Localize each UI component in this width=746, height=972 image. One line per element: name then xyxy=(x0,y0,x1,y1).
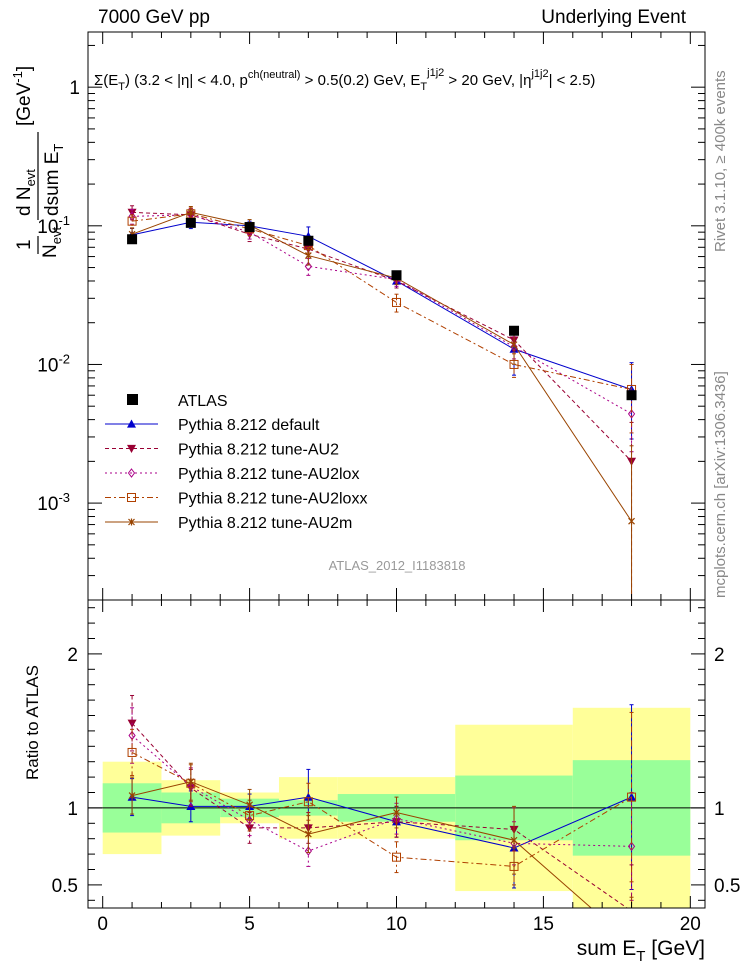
series-line xyxy=(131,221,632,390)
y-axis-label-text: 1 xyxy=(14,239,35,250)
data-point xyxy=(303,235,314,246)
data-point xyxy=(509,325,520,336)
atlas-data xyxy=(127,217,637,401)
ratio-point xyxy=(127,747,137,757)
ratio-tick-label-right: 2 xyxy=(714,645,725,666)
ratio-point xyxy=(392,852,401,862)
x-tick-label: 0 xyxy=(97,914,108,935)
data-point xyxy=(185,217,196,228)
data-point xyxy=(244,222,255,233)
ratio-tick-label-right: 1 xyxy=(714,799,725,820)
y-axis-label-sum: dsum ET xyxy=(42,144,66,216)
legend-marker xyxy=(128,518,135,526)
ratio-axis-label-text: Ratio to ATLAS xyxy=(23,665,42,780)
chart-title: Σ(ET) (3.2 < |η| < 4.0, pch(neutral) > 0… xyxy=(94,67,595,93)
legend-marker xyxy=(127,468,136,478)
series-point xyxy=(628,517,635,525)
ratio-tick-label-right: 0.5 xyxy=(714,876,740,897)
legend-label: Pythia 8.212 tune-AU2loxx xyxy=(178,491,367,508)
x-axis-label: sum ET [GeV] xyxy=(577,937,705,965)
ratio-plot xyxy=(87,599,706,909)
ratio-point xyxy=(627,792,637,802)
legend-marker xyxy=(127,444,136,453)
y-axis-label-den: Nevt xyxy=(40,227,64,258)
category-label: Underlying Event xyxy=(541,7,686,28)
series-line xyxy=(132,213,632,390)
legend-label: Pythia 8.212 tune-AU2m xyxy=(178,515,352,532)
ratio-point xyxy=(303,797,313,807)
analysis-label: ATLAS_2012_I1183818 xyxy=(329,558,466,573)
y-ticks-upper xyxy=(88,44,705,601)
series-line xyxy=(132,214,632,415)
y-tick-label: 1 xyxy=(69,78,80,99)
legend-label: Pythia 8.212 default xyxy=(178,417,320,434)
y-ticks-lower xyxy=(88,607,705,901)
series-point xyxy=(510,341,518,349)
series-point xyxy=(627,409,636,419)
ratio-point xyxy=(627,841,636,852)
ratio-point xyxy=(303,792,313,801)
y-tick-label: 10-1 xyxy=(37,213,70,238)
data-point xyxy=(391,270,402,281)
ratio-point xyxy=(393,809,400,817)
legend-atlas-label: ATLAS xyxy=(178,393,228,410)
ratio-series xyxy=(127,694,637,908)
ratio-point xyxy=(510,836,518,844)
series-point xyxy=(187,208,195,216)
data-point xyxy=(626,390,637,401)
x-ticks xyxy=(102,32,691,908)
legend-label: Pythia 8.212 tune-AU2lox xyxy=(178,466,359,483)
legend: ATLAS Pythia 8.212 default Pythia 8.212 tu… xyxy=(105,393,367,532)
series-pythia-8-212-tune-au2lox xyxy=(128,208,636,453)
ratio-axis-label: Ratio to ATLAS xyxy=(23,665,42,780)
legend-marker xyxy=(127,493,136,502)
legend-atlas-marker xyxy=(127,394,138,405)
y-axis-label-unit: [GeV-1] xyxy=(10,66,35,126)
x-tick-label: 10 xyxy=(386,914,407,935)
ratio-tick-label: 2 xyxy=(67,645,78,666)
x-tick-label: 5 xyxy=(244,914,255,935)
series-point xyxy=(304,252,312,260)
x-tick-label: 15 xyxy=(533,914,554,935)
rivet-version-label: Rivet 3.1.10, ≥ 400k events xyxy=(712,70,729,252)
legend-marker xyxy=(127,419,136,428)
y-tick-label: 10-3 xyxy=(37,490,70,515)
ratio-point xyxy=(627,907,637,908)
main-plot xyxy=(87,31,706,601)
energy-label: 7000 GeV pp xyxy=(98,7,210,28)
ratio-point xyxy=(246,801,254,809)
ratio-point xyxy=(304,846,312,856)
ratio-point xyxy=(304,830,312,838)
data-point xyxy=(127,234,138,245)
ratio-pythia-8-212-tune-au2m xyxy=(128,762,634,908)
ratio-tick-label: 0.5 xyxy=(52,876,78,897)
legend-label: Pythia 8.212 tune-AU2 xyxy=(178,442,339,459)
ratio-point xyxy=(187,778,195,786)
mcplots-label: mcplots.cern.ch [arXiv:1306.3436] xyxy=(712,371,729,598)
x-tick-label: 20 xyxy=(680,914,701,935)
series-point xyxy=(127,216,137,226)
series-point xyxy=(392,297,401,307)
y-axis-label-num: d Nevt xyxy=(14,169,38,216)
ratio-tick-label: 1 xyxy=(67,799,78,820)
ratio-point xyxy=(128,792,136,800)
y-tick-label: 10-2 xyxy=(37,351,70,376)
